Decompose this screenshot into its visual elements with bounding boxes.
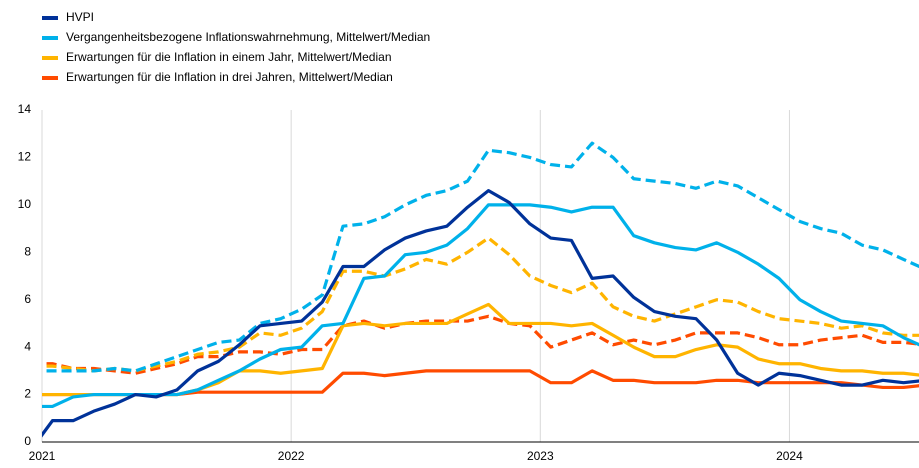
- y-tick-label: 12: [18, 150, 32, 164]
- legend-label: Erwartungen für die Inflation in drei Ja…: [66, 70, 393, 84]
- legend-label: Vergangenheitsbezogene Inflationswahrneh…: [66, 30, 430, 44]
- x-tick-label: 2023: [527, 449, 554, 463]
- mean-line: [42, 141, 919, 373]
- y-tick-label: 14: [18, 102, 32, 116]
- y-tick-label: 8: [24, 244, 31, 258]
- x-tick-label: 2024: [776, 449, 803, 463]
- y-tick-label: 4: [24, 339, 31, 353]
- mean-line: [42, 314, 919, 375]
- plot-area: [42, 141, 919, 438]
- y-tick-label: 6: [24, 292, 31, 306]
- y-tick-label: 10: [18, 197, 32, 211]
- line: [42, 203, 919, 409]
- y-tick-label: 0: [24, 434, 31, 448]
- line: [42, 189, 919, 438]
- x-tick-label: 2022: [278, 449, 305, 463]
- y-tick-label: 2: [24, 387, 31, 401]
- legend-label: Erwartungen für die Inflation in einem J…: [66, 50, 392, 64]
- x-tick-label: 2021: [29, 449, 56, 463]
- legend-label: HVPI: [66, 10, 94, 24]
- mean-line: [42, 236, 919, 373]
